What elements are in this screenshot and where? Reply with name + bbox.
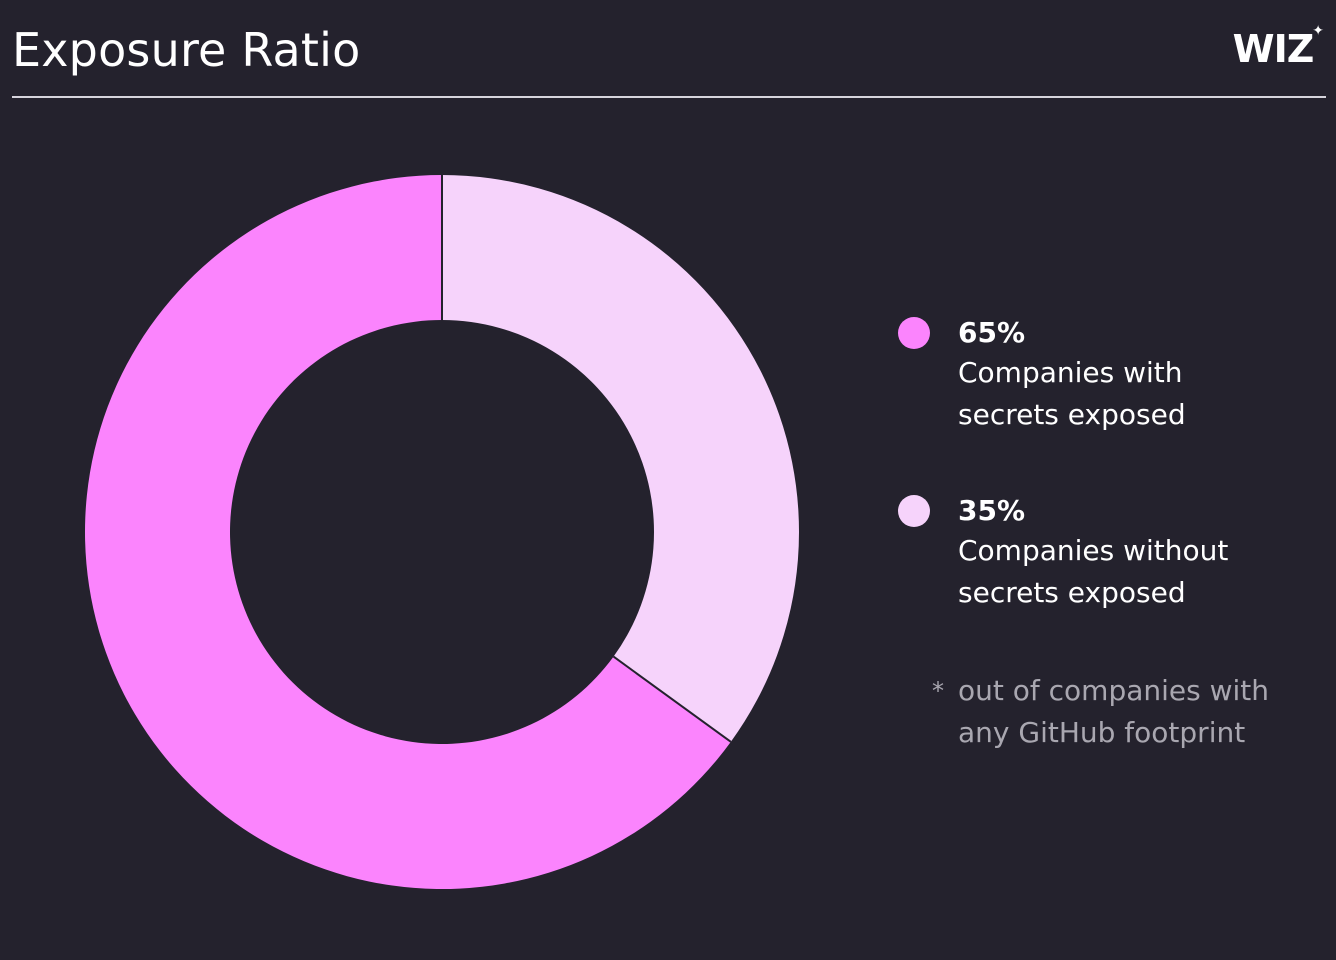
legend-swatch-with-secrets bbox=[898, 317, 930, 349]
legend-item-with-secrets: 65% Companies with secrets exposed bbox=[898, 314, 1288, 436]
footnote-text: out of companies with any GitHub footpri… bbox=[958, 674, 1270, 749]
footnote: * out of companies with any GitHub footp… bbox=[932, 670, 1336, 754]
legend-item-without-secrets: 35% Companies without secrets exposed bbox=[898, 492, 1288, 614]
legend-value-with-secrets: 65% bbox=[958, 316, 1026, 349]
donut-chart bbox=[85, 175, 800, 889]
legend-label-without-secrets: Companies without secrets exposed bbox=[958, 534, 1229, 609]
slice-separator-2 bbox=[612, 655, 732, 743]
legend-swatch-without-secrets bbox=[898, 495, 930, 527]
title-divider bbox=[12, 96, 1326, 98]
wiz-logo-text: WIZ bbox=[1232, 27, 1315, 71]
legend-value-without-secrets: 35% bbox=[958, 494, 1026, 527]
chart-title: Exposure Ratio bbox=[12, 23, 361, 77]
wiz-logo: WIZ ✦ bbox=[1233, 24, 1324, 74]
donut-slice-1 bbox=[442, 175, 800, 742]
donut-slice-2 bbox=[85, 175, 731, 889]
footnote-marker: * bbox=[932, 677, 944, 705]
legend-label-with-secrets: Companies with secrets exposed bbox=[958, 356, 1186, 431]
sparkle-icon: ✦ bbox=[1312, 23, 1324, 39]
